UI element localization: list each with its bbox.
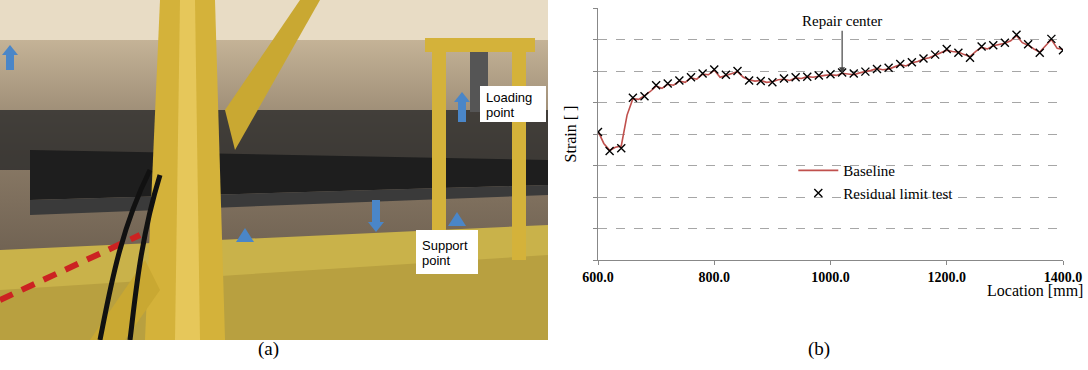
svg-text:1200.0: 1200.0 — [928, 270, 967, 285]
svg-text:Repair center: Repair center — [802, 13, 882, 29]
html-text:(b): (b) — [808, 338, 831, 359]
svg-text:Strain [ ]: Strain [ ] — [562, 106, 579, 163]
svg-text:600.0: 600.0 — [582, 270, 614, 285]
svg-text:800.0: 800.0 — [699, 270, 731, 285]
svg-text:point: point — [486, 105, 515, 120]
svg-text:Baseline: Baseline — [843, 163, 895, 179]
svg-text:1000.0: 1000.0 — [811, 270, 850, 285]
svg-text:point: point — [422, 253, 451, 268]
svg-text:Support: Support — [422, 238, 468, 253]
svg-text:Loading: Loading — [486, 90, 532, 105]
html-text:(a): (a) — [258, 338, 280, 359]
svg-text:1400.0: 1400.0 — [1044, 270, 1083, 285]
svg-text:Location [mm]: Location [mm] — [987, 282, 1083, 299]
svg-text:Residual limit test: Residual limit test — [843, 186, 953, 202]
